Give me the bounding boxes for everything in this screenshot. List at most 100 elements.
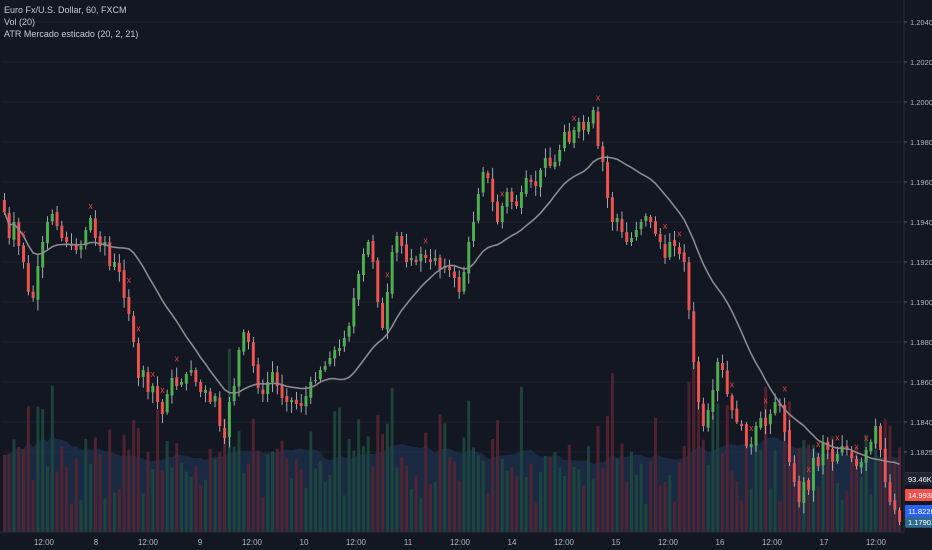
candle-up [318,366,322,384]
candle-up [184,371,188,391]
candle-body [156,386,160,402]
price-tag-label: 1.17901 [908,518,932,527]
candle-up [711,379,715,420]
candle-down [424,249,428,263]
candle-body [237,350,241,387]
candle-up [467,236,471,284]
volume-bar [189,476,193,532]
candle-body [60,225,64,238]
candle-up [869,439,873,455]
signal-marker: x [500,189,505,199]
volume-bar [12,439,16,532]
candle-up [304,386,308,415]
candle-up [328,351,332,367]
signal-marker: x [596,93,601,103]
candle-up [203,385,207,403]
chart-legend: Euro Fx/U.S. Dollar, 60, FXCM Vol (20) A… [4,4,138,40]
candle-body [601,146,605,162]
candle-down [428,249,432,270]
volume-histogram [2,348,902,532]
candle-body [189,370,193,373]
candle-down [730,393,734,419]
candle-body [893,500,897,510]
price-axis[interactable]: 1.20400 1.20200 1.20000 1.19800 1.19600 1.194… [903,0,932,550]
volume-bar [773,450,777,532]
candle-up [50,209,54,225]
signal-marker: x [864,433,869,443]
legend-symbol[interactable]: Euro Fx/U.S. Dollar, 60, FXCM [4,5,127,15]
candle-body [500,206,504,223]
candle-body [65,236,69,242]
volume-bar [333,411,337,532]
candle-up [45,216,49,251]
candle-body [811,458,815,491]
volume-bar [98,454,102,532]
volume-bar [764,386,768,532]
volume-bar [232,446,236,532]
candle-down [26,255,30,296]
candle-body [802,482,806,504]
candle-body [792,463,796,482]
time-axis[interactable]: 12:00 8 12:00 9 12:00 10 12:00 11 12:00 14 12:00 15… [0,531,932,550]
candle-body [385,292,389,330]
candle-down [677,242,681,260]
candle-body [127,297,131,314]
candle-up [768,409,772,435]
volume-bar [630,451,634,532]
volume-bar [826,452,830,532]
candle-body [132,315,136,342]
candle-up [385,283,389,340]
candle-body [36,266,40,300]
volume-bar [711,415,715,532]
volume-bar [543,455,547,532]
candle-body [505,192,509,207]
candle-body [591,110,595,124]
candle-body [519,192,523,208]
candle-body [428,259,432,262]
volume-bar [874,428,878,532]
candle-up [390,245,394,299]
candle-body [45,222,49,244]
volume-bar [223,418,227,532]
candle-down [294,391,298,410]
volume-bar [582,485,586,532]
candle-down [697,356,701,410]
volume-bar [850,456,854,532]
candle-body [294,399,298,404]
candle-up [151,383,155,404]
candle-body [314,380,318,381]
volume-bar [180,463,184,532]
candle-body [122,270,126,298]
volume-tag [905,505,932,517]
candle-down [256,357,260,394]
candle-down [208,387,212,405]
volume-bar [677,461,681,532]
legend-indicator[interactable]: ATR Mercado esticado (20, 2, 21) [4,29,139,39]
volume-bar [357,419,361,532]
volume-bar [778,500,782,532]
candle-body [26,263,30,292]
signal-marker: x [782,384,787,394]
candle-down [405,233,409,268]
time-tick-label: 15 [612,538,621,547]
candle-body [840,446,844,453]
candle-body [831,448,835,462]
candle-down [797,475,801,508]
candle-up [505,187,509,214]
volume-bar [428,484,432,532]
legend-volume[interactable]: Vol (20) [4,17,36,27]
volume-bar [323,481,327,532]
candle-up [270,361,274,393]
candle-body [697,361,701,402]
candle-down [625,222,629,245]
candle-down [888,474,892,506]
volume-bar [266,454,270,532]
volume-bar [170,467,174,532]
volume-bar [26,406,30,532]
volume-bar [151,469,155,532]
candle-body [759,418,763,428]
candle-body [783,404,787,432]
candle-up [227,396,231,448]
